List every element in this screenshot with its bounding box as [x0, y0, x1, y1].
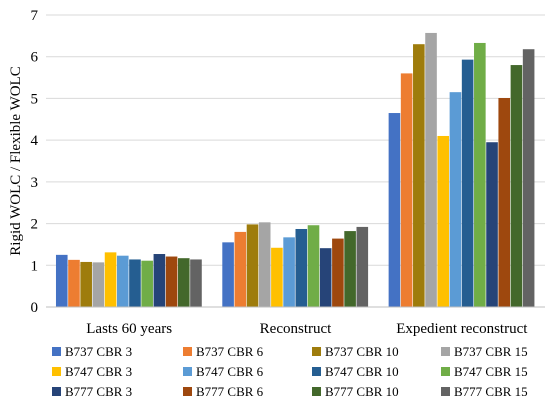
bar-2-0	[388, 113, 401, 307]
bar-1-8	[319, 248, 332, 307]
bar-1-4	[271, 247, 283, 307]
legend-swatch-3	[441, 347, 450, 356]
legend-swatch-7	[441, 367, 450, 376]
legend-swatch-11	[441, 387, 450, 396]
y-tick-label-3: 3	[31, 175, 39, 191]
y-tick-label-4: 4	[31, 133, 39, 149]
bar-0-11	[190, 259, 202, 307]
y-axis-title: Rigid WOLC / Flexible WOLC	[8, 66, 24, 255]
bar-2-2	[413, 44, 425, 307]
legend-label-9: B777 CBR 6	[196, 384, 264, 399]
bar-1-1	[234, 231, 247, 307]
legend-label-3: B737 CBR 15	[454, 344, 528, 359]
legend-swatch-10	[312, 387, 321, 396]
y-tick-label-7: 7	[31, 8, 39, 24]
bar-0-10	[177, 258, 190, 307]
bar-1-9	[332, 238, 344, 307]
bar-1-6	[295, 228, 308, 307]
y-tick-label-1: 1	[31, 258, 39, 274]
bar-2-6	[461, 59, 474, 307]
bar-1-3	[258, 222, 271, 307]
bar-0-5	[116, 255, 129, 307]
legend-label-1: B737 CBR 6	[196, 344, 264, 359]
legend-swatch-1	[183, 347, 192, 356]
bar-0-7	[141, 260, 153, 307]
legend-swatch-0	[52, 347, 61, 356]
x-category-label-2: Expedient reconstruct	[396, 321, 528, 337]
gridlines	[46, 14, 545, 266]
bar-1-0	[222, 242, 234, 307]
x-category-label-0: Lasts 60 years	[86, 321, 172, 337]
legend-label-5: B747 CBR 6	[196, 364, 264, 379]
bar-0-3	[92, 262, 105, 307]
legend-swatch-4	[52, 367, 61, 376]
bar-2-5	[449, 92, 462, 307]
bar-0-1	[68, 259, 80, 307]
legend-label-6: B747 CBR 10	[325, 364, 399, 379]
bar-2-1	[400, 73, 413, 308]
bar-2-10	[510, 65, 523, 307]
legend-swatch-5	[183, 367, 192, 376]
bar-0-6	[129, 259, 141, 307]
legend-label-0: B737 CBR 3	[65, 344, 132, 359]
axes: 0 1 2 3 4 5 6 7 Lasts 60 years Reconstruct Expedie…	[31, 8, 545, 337]
legend-swatch-2	[312, 347, 321, 356]
bar-2-7	[474, 42, 486, 307]
x-category-label-1: Reconstruct	[260, 321, 332, 337]
y-tick-label-6: 6	[31, 50, 39, 66]
y-tick-label-0: 0	[31, 300, 39, 316]
bar-2-3	[425, 32, 437, 307]
bar-1-10	[344, 231, 356, 307]
bar-2-9	[498, 98, 511, 307]
bar-2-11	[522, 49, 535, 308]
bar-0-0	[55, 254, 68, 307]
legend-label-2: B737 CBR 10	[325, 344, 399, 359]
bar-1-2	[246, 224, 259, 307]
legend-label-10: B777 CBR 10	[325, 384, 399, 399]
y-tick-label-5: 5	[31, 91, 39, 107]
bar-1-5	[283, 237, 295, 307]
bar-0-9	[165, 256, 178, 307]
bar-1-11	[356, 226, 369, 307]
bar-2-4	[437, 135, 450, 307]
legend-label-8: B777 CBR 3	[65, 384, 132, 399]
bar-0-8	[153, 254, 166, 307]
legend-swatch-9	[183, 387, 192, 396]
legend-swatch-8	[52, 387, 61, 396]
legend: B737 CBR 3 B737 CBR 6 B737 CBR 10 B737 CBR …	[52, 344, 528, 399]
legend-label-7: B747 CBR 15	[454, 364, 528, 379]
legend-swatch-6	[312, 367, 321, 376]
bars	[55, 32, 535, 308]
bar-0-4	[104, 252, 117, 307]
legend-label-11: B777 CBR 15	[454, 384, 528, 399]
bar-1-7	[307, 225, 320, 307]
y-tick-label-2: 2	[31, 217, 39, 233]
bar-0-2	[80, 261, 92, 307]
bar-2-8	[486, 142, 498, 307]
legend-label-4: B747 CBR 3	[65, 364, 132, 379]
